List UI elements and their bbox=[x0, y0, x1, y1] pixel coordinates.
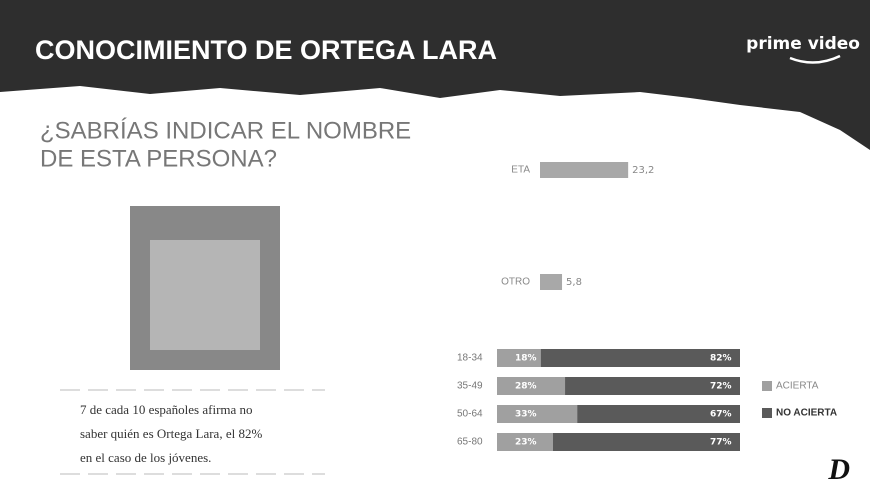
value-label: 23% bbox=[515, 438, 537, 448]
legend-label: ACIERTA bbox=[776, 381, 819, 392]
value-label: 82% bbox=[710, 354, 732, 364]
question: ¿SABRÍAS INDICAR EL NOMBRE bbox=[40, 117, 411, 144]
value-label: 67% bbox=[710, 410, 732, 420]
category-label: ETA bbox=[511, 165, 530, 176]
value-label: 33% bbox=[515, 410, 537, 420]
legend-swatch bbox=[762, 408, 772, 418]
bar bbox=[540, 162, 628, 178]
caption: en el caso de los jóvenes. bbox=[80, 450, 211, 465]
category-label: 18-34 bbox=[457, 353, 483, 364]
infographic: CONOCIMIENTO DE ORTEGA LARA prime video … bbox=[0, 0, 870, 492]
value-label: 5,8 bbox=[566, 277, 582, 288]
legend-label: NO ACIERTA bbox=[776, 408, 837, 419]
bar-segment bbox=[497, 405, 577, 423]
question: DE ESTA PERSONA? bbox=[40, 145, 277, 172]
header-title: CONOCIMIENTO DE ORTEGA LARA bbox=[35, 35, 497, 65]
value-label: 23,2 bbox=[632, 165, 654, 176]
legend-swatch bbox=[762, 381, 772, 391]
value-label: 72% bbox=[710, 382, 732, 392]
category-label: 50-64 bbox=[457, 409, 483, 420]
category-label: 65-80 bbox=[457, 437, 483, 448]
value-label: 28% bbox=[515, 382, 537, 392]
brand: prime video bbox=[746, 34, 860, 54]
value-label: 77% bbox=[710, 438, 732, 448]
caption: 7 de cada 10 españoles afirma no bbox=[80, 402, 253, 417]
logo: D bbox=[827, 453, 850, 486]
bar bbox=[540, 274, 562, 290]
category-label: 35-49 bbox=[457, 381, 483, 392]
caption: saber quién es Ortega Lara, el 82% bbox=[80, 426, 262, 441]
value-label: 18% bbox=[515, 354, 537, 364]
photo-detail bbox=[150, 240, 260, 350]
category-label: OTRO bbox=[501, 277, 530, 288]
